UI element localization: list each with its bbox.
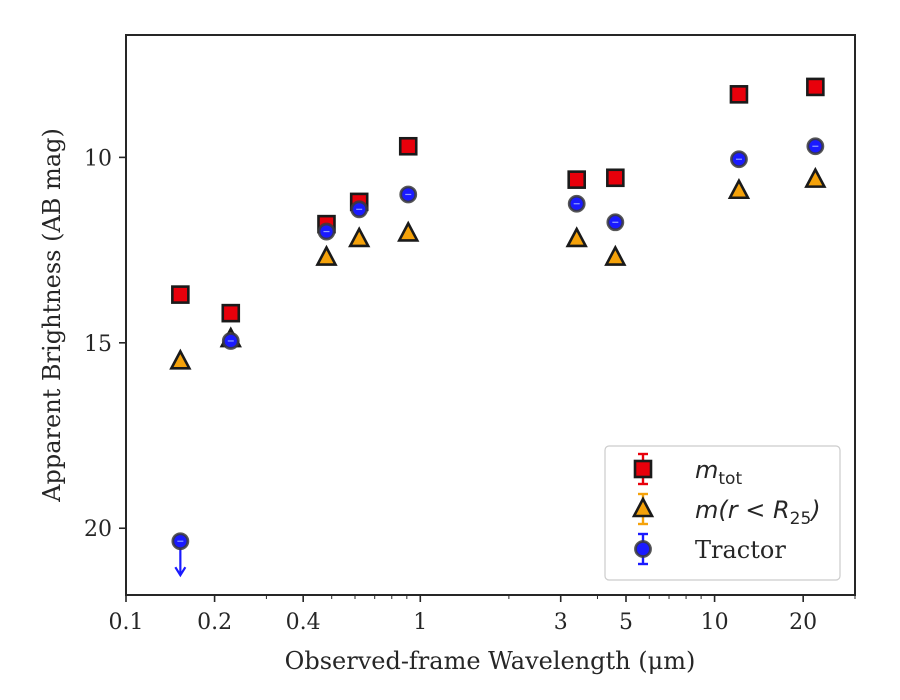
data-point <box>604 244 627 266</box>
legend-marker <box>633 459 653 479</box>
x-tick-label: 0.4 <box>286 610 321 635</box>
marks-layer <box>169 77 827 578</box>
axes-layer: 0.1 0.2 0.4 1 3 5 10 20 10 15 20 <box>84 146 856 635</box>
plot-frame <box>125 34 856 596</box>
x-tick-label: 5 <box>619 610 633 635</box>
y-tick-label: 15 <box>84 332 112 357</box>
y-tick-label: 20 <box>84 517 112 542</box>
x-tick-label: 10 <box>701 610 729 635</box>
x-tick-label: 0.2 <box>197 610 232 635</box>
legend-frame <box>604 445 841 581</box>
data-point <box>565 226 588 248</box>
data-point <box>397 220 420 242</box>
legend: mtot m(r < R25) Tractor <box>604 445 841 581</box>
legend-marker <box>631 496 655 518</box>
data-point <box>727 177 751 200</box>
data-point <box>606 168 625 188</box>
x-tick-label: 20 <box>789 610 817 635</box>
y-tick-label: 10 <box>84 146 112 171</box>
data-point <box>398 136 418 156</box>
data-point <box>169 348 192 370</box>
data-point <box>806 77 825 97</box>
upper-limit-arrowhead <box>174 566 187 578</box>
x-tick-label: 1 <box>413 610 427 635</box>
y-axis-label: Apparent Brightness (AB mag) <box>38 128 66 503</box>
data-point <box>348 226 371 248</box>
legend-label: m(r < R25) <box>695 496 821 529</box>
x-tick-label: 3 <box>554 610 568 635</box>
legend-label: Tractor <box>695 536 786 564</box>
legend-label: mtot <box>695 456 742 489</box>
data-point <box>729 85 749 104</box>
legend-marker <box>634 540 652 558</box>
data-point <box>315 244 338 266</box>
data-point <box>171 285 190 304</box>
x-axis-label: Observed-frame Wavelength (μm) <box>285 647 696 675</box>
x-tick-label: 0.1 <box>109 610 144 635</box>
data-point <box>567 170 587 189</box>
data-point <box>804 166 827 188</box>
data-point <box>221 303 241 323</box>
